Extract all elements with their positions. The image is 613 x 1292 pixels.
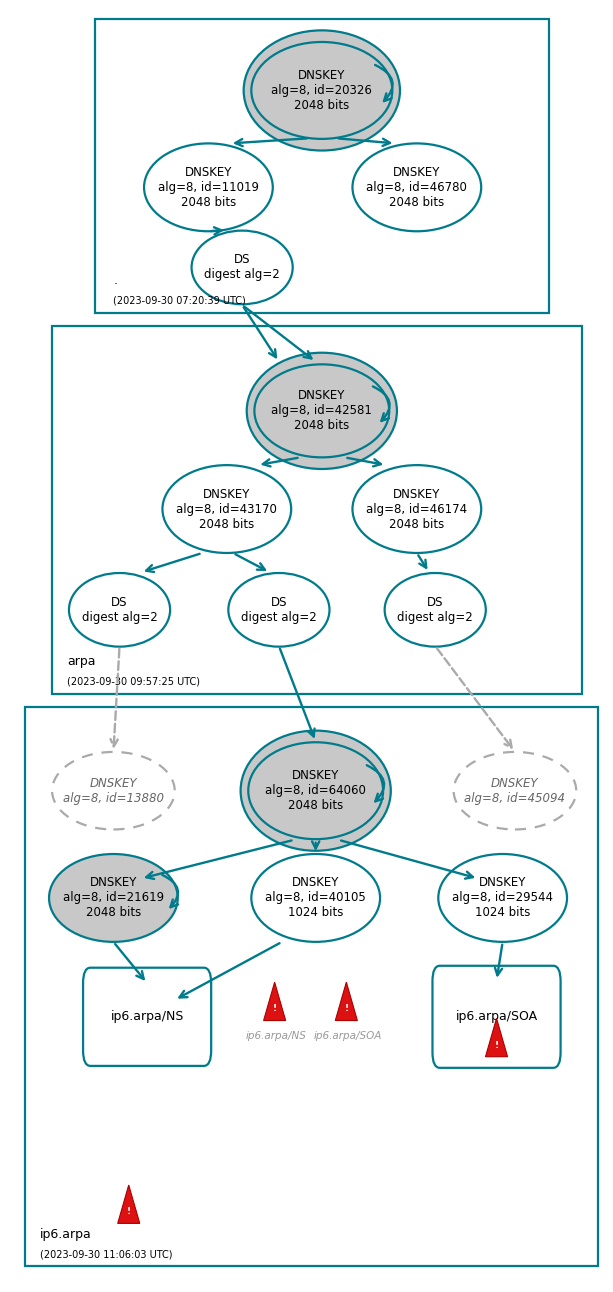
- Ellipse shape: [454, 752, 576, 829]
- Bar: [25, 707, 598, 1266]
- Bar: [95, 19, 549, 313]
- Text: (2023-09-30 11:06:03 UTC): (2023-09-30 11:06:03 UTC): [40, 1249, 172, 1260]
- Ellipse shape: [352, 143, 481, 231]
- Text: (2023-09-30 07:20:39 UTC): (2023-09-30 07:20:39 UTC): [113, 296, 246, 306]
- Text: !: !: [127, 1207, 131, 1216]
- Polygon shape: [485, 1018, 508, 1057]
- Ellipse shape: [229, 572, 330, 646]
- FancyArrowPatch shape: [162, 875, 178, 907]
- Text: DNSKEY
alg=8, id=21619
2048 bits: DNSKEY alg=8, id=21619 2048 bits: [63, 876, 164, 920]
- Text: DNSKEY
alg=8, id=11019
2048 bits: DNSKEY alg=8, id=11019 2048 bits: [158, 165, 259, 209]
- Ellipse shape: [246, 353, 397, 469]
- Ellipse shape: [144, 143, 273, 231]
- Ellipse shape: [244, 30, 400, 150]
- Text: DS
digest alg=2: DS digest alg=2: [397, 596, 473, 624]
- FancyArrowPatch shape: [375, 65, 393, 101]
- Polygon shape: [264, 982, 286, 1021]
- Text: DS
digest alg=2: DS digest alg=2: [82, 596, 158, 624]
- Text: DNSKEY
alg=8, id=29544
1024 bits: DNSKEY alg=8, id=29544 1024 bits: [452, 876, 553, 920]
- Ellipse shape: [254, 364, 389, 457]
- Text: ip6.arpa/NS: ip6.arpa/NS: [110, 1010, 184, 1023]
- Ellipse shape: [162, 465, 291, 553]
- Ellipse shape: [49, 854, 178, 942]
- Text: DNSKEY
alg=8, id=20326
2048 bits: DNSKEY alg=8, id=20326 2048 bits: [272, 68, 372, 112]
- Text: !: !: [495, 1040, 498, 1049]
- Ellipse shape: [69, 572, 170, 646]
- Polygon shape: [335, 982, 357, 1021]
- Ellipse shape: [438, 854, 567, 942]
- FancyBboxPatch shape: [433, 966, 560, 1067]
- Text: DNSKEY
alg=8, id=45094: DNSKEY alg=8, id=45094: [465, 776, 565, 805]
- FancyArrowPatch shape: [367, 765, 384, 801]
- Text: DNSKEY
alg=8, id=42581
2048 bits: DNSKEY alg=8, id=42581 2048 bits: [272, 389, 372, 433]
- Text: DNSKEY
alg=8, id=40105
1024 bits: DNSKEY alg=8, id=40105 1024 bits: [265, 876, 366, 920]
- Text: !: !: [273, 1004, 276, 1013]
- Text: .: .: [113, 274, 118, 287]
- Ellipse shape: [251, 854, 380, 942]
- Text: arpa: arpa: [67, 655, 96, 668]
- Ellipse shape: [352, 465, 481, 553]
- Ellipse shape: [385, 572, 485, 646]
- Text: !: !: [345, 1004, 348, 1013]
- Ellipse shape: [240, 730, 391, 851]
- Ellipse shape: [52, 752, 175, 829]
- Text: DNSKEY
alg=8, id=13880: DNSKEY alg=8, id=13880: [63, 776, 164, 805]
- Ellipse shape: [251, 41, 392, 138]
- Bar: [52, 326, 582, 694]
- Text: ip6.arpa/NS: ip6.arpa/NS: [245, 1031, 306, 1041]
- Ellipse shape: [191, 230, 293, 304]
- Text: DS
digest alg=2: DS digest alg=2: [204, 253, 280, 282]
- Text: ip6.arpa/SOA: ip6.arpa/SOA: [455, 1010, 538, 1023]
- Text: DNSKEY
alg=8, id=46780
2048 bits: DNSKEY alg=8, id=46780 2048 bits: [367, 165, 467, 209]
- Text: DNSKEY
alg=8, id=43170
2048 bits: DNSKEY alg=8, id=43170 2048 bits: [177, 487, 277, 531]
- Text: (2023-09-30 09:57:25 UTC): (2023-09-30 09:57:25 UTC): [67, 677, 200, 687]
- FancyBboxPatch shape: [83, 968, 211, 1066]
- Text: DNSKEY
alg=8, id=64060
2048 bits: DNSKEY alg=8, id=64060 2048 bits: [265, 769, 366, 813]
- Text: DNSKEY
alg=8, id=46174
2048 bits: DNSKEY alg=8, id=46174 2048 bits: [367, 487, 467, 531]
- Polygon shape: [118, 1185, 140, 1224]
- FancyArrowPatch shape: [373, 386, 390, 421]
- Text: ip6.arpa/SOA: ip6.arpa/SOA: [314, 1031, 383, 1041]
- Text: DS
digest alg=2: DS digest alg=2: [241, 596, 317, 624]
- Ellipse shape: [248, 742, 383, 840]
- Text: ip6.arpa: ip6.arpa: [40, 1227, 91, 1240]
